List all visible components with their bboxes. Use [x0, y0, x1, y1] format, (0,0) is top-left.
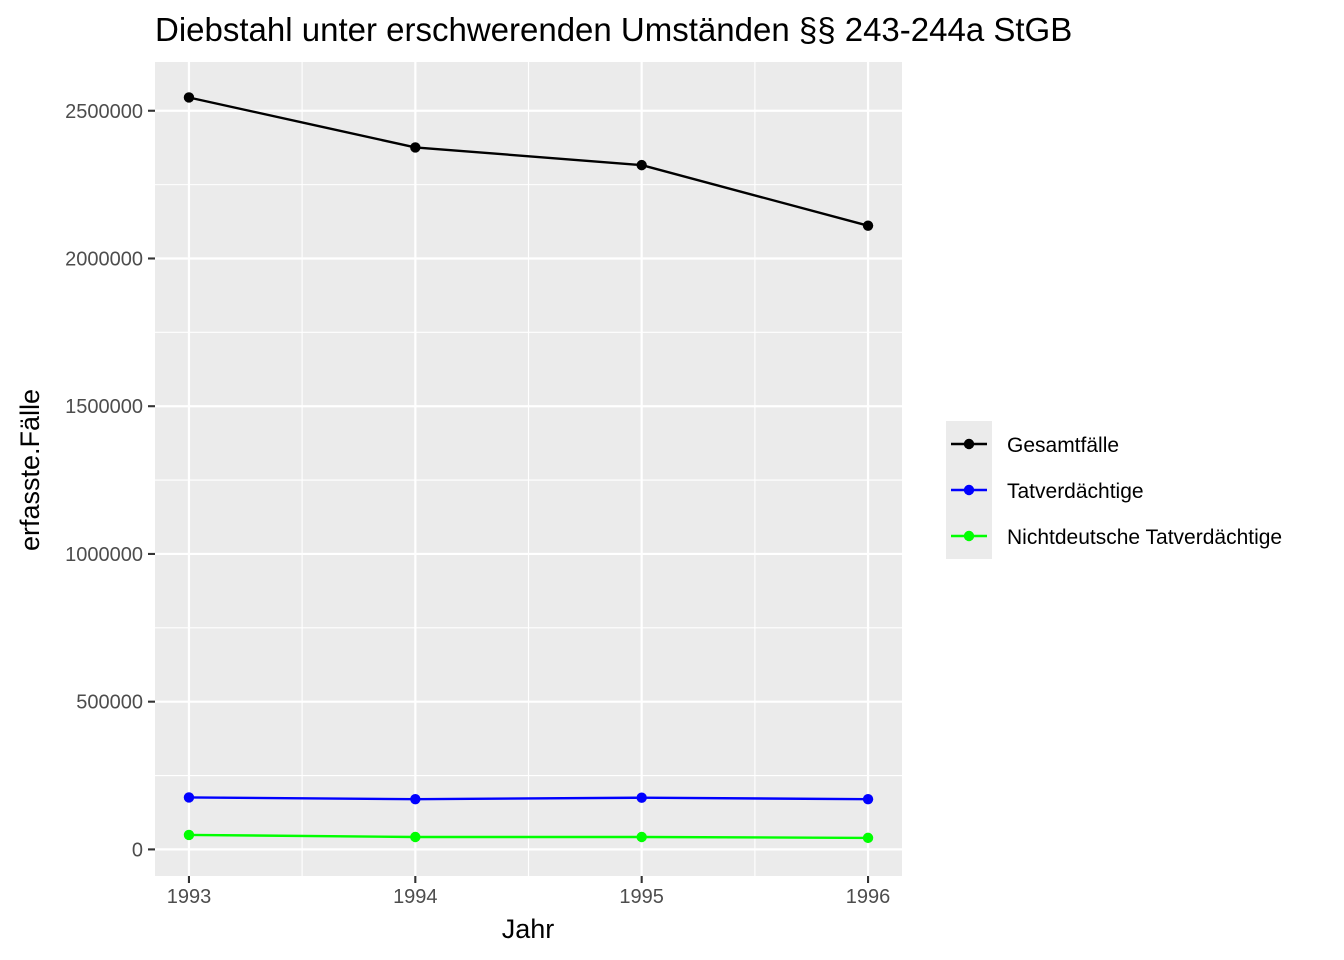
data-point	[410, 831, 421, 843]
legend-item: Gesamtfälle	[951, 434, 1119, 457]
series-layer	[183, 92, 874, 844]
y-tick-label: 0	[132, 839, 143, 861]
data-point	[636, 159, 647, 171]
legend-key-point	[963, 438, 975, 450]
data-point	[862, 832, 874, 844]
series-2	[183, 792, 874, 805]
y-tick-label: 1000000	[65, 544, 143, 566]
major-gridlines	[155, 62, 902, 876]
legend: Gesamtfälle Tatverdächtige Nichtdeutsche T…	[946, 421, 1282, 559]
minor-gridlines	[155, 62, 902, 876]
data-point	[862, 793, 874, 805]
legend-item: Nichtdeutsche Tatverdächtige	[951, 526, 1282, 549]
data-point	[183, 829, 195, 841]
series-line	[188, 833, 869, 840]
y-axis-title: erfasste.Fälle	[15, 389, 45, 551]
data-point	[183, 92, 195, 103]
data-point	[183, 792, 195, 803]
chart-title: Diebstahl unter erschwerenden Umständen …	[155, 11, 1072, 48]
y-tick-label: 2500000	[65, 101, 143, 123]
x-axis-title: Jahr	[502, 914, 555, 944]
y-tick-label: 2000000	[65, 248, 143, 270]
y-tick-label: 1500000	[65, 396, 143, 418]
x-tick-label: 1996	[846, 886, 891, 908]
legend-label: Nichtdeutsche Tatverdächtige	[1007, 526, 1282, 549]
data-point	[862, 220, 874, 231]
data-point	[410, 142, 421, 153]
series-line	[188, 796, 869, 801]
data-point	[636, 831, 647, 843]
series-line	[188, 96, 869, 227]
x-tick-label: 1994	[393, 886, 438, 908]
legend-key-point	[963, 484, 975, 496]
x-axis: 1993 1994 1995 1996	[167, 876, 891, 908]
legend-label: Gesamtfälle	[1007, 434, 1119, 457]
legend-item: Tatverdächtige	[951, 480, 1144, 503]
series-3	[183, 829, 874, 844]
legend-key-point	[963, 530, 975, 542]
legend-label: Tatverdächtige	[1007, 480, 1144, 503]
data-point	[636, 792, 647, 803]
y-tick-label: 500000	[76, 692, 143, 714]
data-point	[410, 793, 421, 805]
y-axis: 0 500000 1000000 1500000 2000000 2500000	[65, 101, 155, 861]
series-1	[183, 92, 874, 231]
x-tick-label: 1995	[619, 886, 664, 908]
x-tick-label: 1993	[167, 886, 212, 908]
